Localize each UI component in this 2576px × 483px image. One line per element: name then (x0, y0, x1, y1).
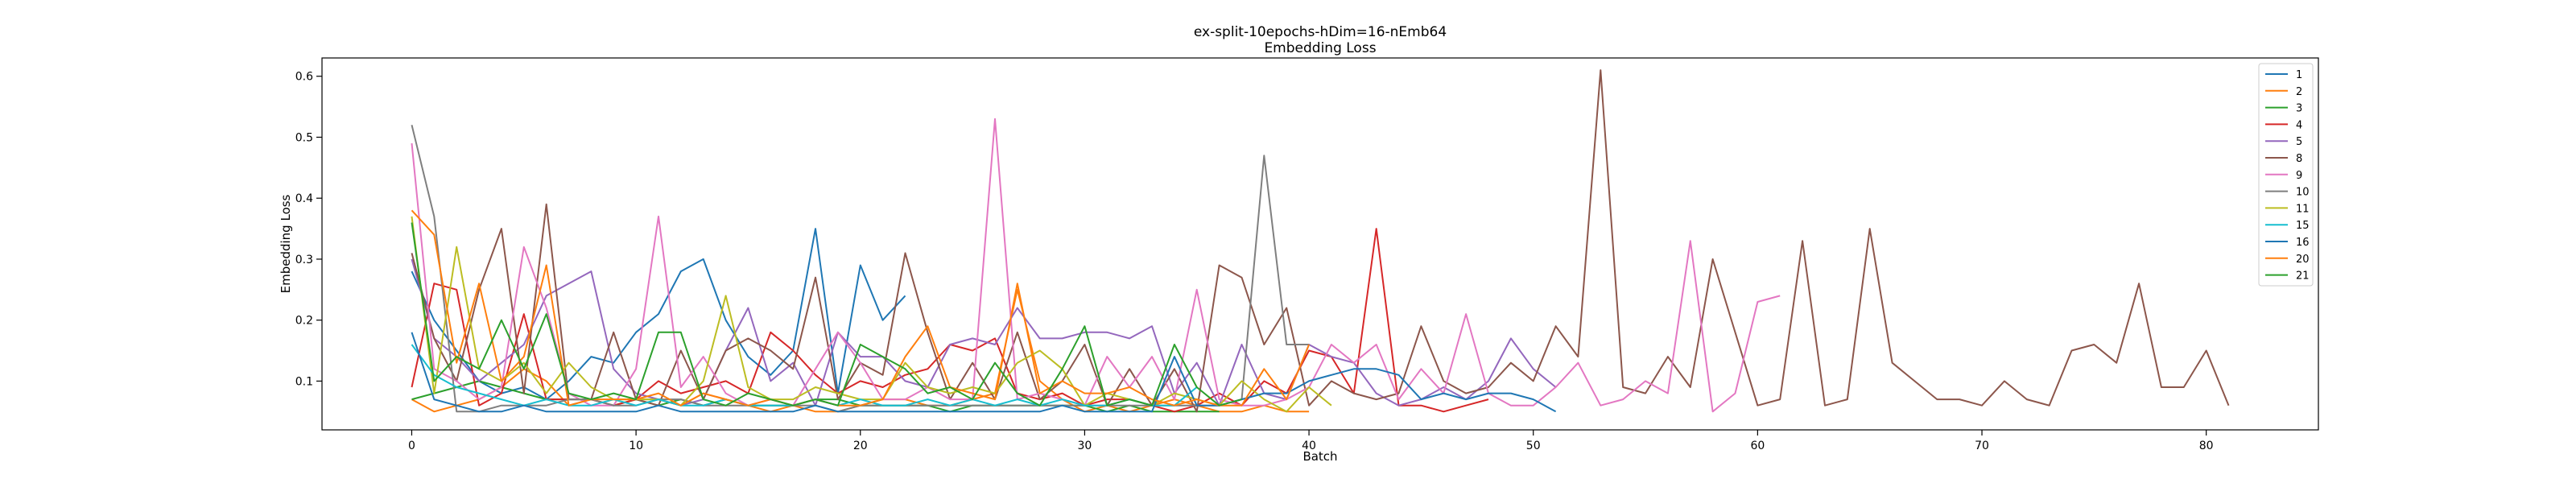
series-line-11 (411, 216, 1332, 413)
x-tick-label: 80 (2199, 440, 2214, 452)
series-line-21 (411, 222, 1242, 407)
legend-label-5: 5 (2296, 136, 2302, 148)
series-line-5 (411, 258, 1557, 407)
series-line-3 (411, 380, 1220, 413)
series-line-9 (411, 118, 1781, 413)
x-axis-label: Batch (1302, 449, 1337, 464)
plot-area: 0 10 20 30 40 50 60 70 80 0.1 0.2 0.3 0.4 0.5 0.6 (295, 57, 2319, 452)
chart-subtitle: Embedding Loss (1264, 40, 1376, 56)
legend-label-4: 4 (2296, 119, 2302, 131)
x-tick-label: 0 (408, 440, 415, 452)
legend: 1 2 3 4 5 8 9 10 11 15 16 20 21 (2258, 63, 2314, 287)
legend-items: 1 2 3 4 5 8 9 10 11 15 16 20 21 (2265, 69, 2310, 283)
legend-label-2: 2 (2296, 86, 2302, 98)
y-tick-label: 0.4 (295, 192, 313, 205)
y-tick-label: 0.5 (295, 131, 313, 144)
y-tick-label: 0.1 (295, 375, 313, 388)
plot-frame (321, 57, 2319, 431)
x-tick-label: 30 (1078, 440, 1092, 452)
legend-label-15: 15 (2296, 220, 2310, 232)
legend-label-11: 11 (2296, 203, 2310, 215)
legend-label-21: 21 (2296, 270, 2310, 283)
series-layer (411, 69, 2230, 413)
series-line-20 (411, 209, 1311, 407)
x-tick-label: 20 (853, 440, 868, 452)
series-line-1 (411, 228, 906, 401)
legend-label-16: 16 (2296, 237, 2310, 249)
series-line-4 (411, 228, 1489, 413)
chart-title: ex-split-10epochs-hDim=16-nEmb64 (1194, 24, 1447, 40)
x-tick-label: 70 (1975, 440, 1989, 452)
series-line-8 (411, 69, 2230, 413)
y-axis-label: Embedding Loss (279, 194, 293, 293)
legend-label-10: 10 (2296, 187, 2310, 199)
x-tick-label: 40 (1302, 440, 1316, 452)
y-tick-label: 0.6 (295, 71, 313, 84)
legend-label-1: 1 (2296, 69, 2302, 81)
x-tick-label: 10 (629, 440, 643, 452)
y-tick-label: 0.3 (295, 254, 313, 266)
legend-label-20: 20 (2296, 254, 2310, 266)
x-tick-label: 60 (1750, 440, 1765, 452)
legend-label-8: 8 (2296, 153, 2302, 165)
x-tick-label: 50 (1526, 440, 1541, 452)
x-axis-ticks: 0 10 20 30 40 50 60 70 80 (408, 430, 2214, 452)
legend-label-3: 3 (2296, 103, 2302, 115)
series-line-16 (411, 332, 1557, 413)
y-tick-label: 0.2 (295, 315, 313, 328)
y-axis-ticks: 0.1 0.2 0.3 0.4 0.5 0.6 (295, 71, 322, 388)
legend-label-9: 9 (2296, 170, 2302, 182)
